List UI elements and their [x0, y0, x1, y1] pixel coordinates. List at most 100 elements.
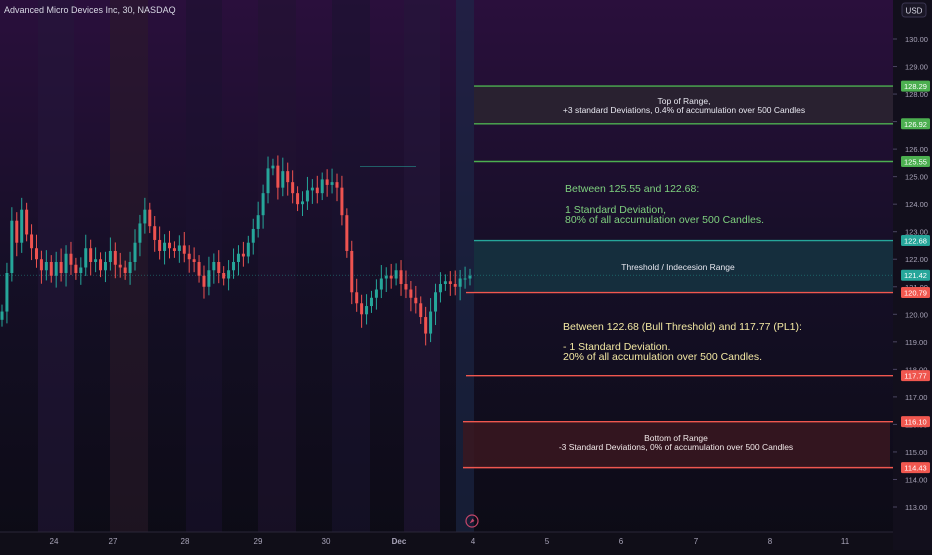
candle-body — [0, 311, 4, 320]
candle-body — [69, 253, 73, 265]
time-tick-label: 28 — [181, 537, 190, 546]
price-tag-label: 122.68 — [904, 237, 927, 246]
candle-body — [261, 193, 265, 216]
candle-body — [153, 226, 157, 240]
candle-body — [384, 275, 388, 279]
top-range-zone — [474, 86, 893, 124]
candle-body — [360, 303, 364, 315]
price-tick-label: 122.00 — [905, 255, 928, 264]
time-tick-label: 24 — [50, 537, 59, 546]
candle-body — [271, 165, 275, 169]
price-tick-label: 113.00 — [905, 503, 927, 512]
price-tags: 128.29 126.92 125.55 122.68 121.42 120.79 117.… — [901, 80, 930, 474]
candle-body — [30, 234, 34, 249]
candle-body — [128, 261, 132, 273]
candle-body — [84, 248, 88, 268]
candles — [0, 155, 472, 346]
candle-body — [276, 165, 280, 188]
candle-body — [158, 239, 162, 251]
candle-body — [394, 270, 398, 279]
top-zone-label-2: +3 standard Deviations, 0.4% of accumula… — [563, 105, 805, 115]
candle-body — [399, 270, 403, 285]
price-tick-label: 118.00 — [905, 365, 927, 374]
candle-body — [414, 297, 418, 304]
price-tick-label: 117.00 — [905, 393, 927, 402]
time-tick-label: 5 — [545, 537, 550, 546]
price-tag — [901, 416, 930, 428]
candle-body — [429, 311, 433, 334]
candle-body — [202, 275, 206, 287]
candle-body — [123, 267, 127, 273]
session-band — [258, 0, 296, 532]
time-tick-label: 29 — [254, 537, 263, 546]
time-axis-background — [0, 532, 893, 550]
candle-body — [108, 250, 112, 262]
price-tag — [901, 235, 930, 247]
candle-body — [113, 250, 117, 265]
price-tag — [901, 462, 930, 474]
candle-body — [20, 209, 24, 243]
price-tag — [901, 118, 930, 130]
candle-body — [212, 261, 216, 271]
candle-body — [138, 223, 142, 243]
candle-body — [340, 187, 344, 216]
candle-body — [355, 292, 359, 304]
tradingview-logo-icon[interactable] — [465, 514, 479, 528]
range-zones — [463, 86, 893, 468]
chart-title: Advanced Micro Devices Inc, 30, NASDAQ — [4, 5, 176, 15]
candle-body — [266, 168, 270, 194]
price-tick-label: 115.00 — [905, 448, 927, 457]
candle-body — [389, 275, 393, 279]
yellow-annotation-1: Between 122.68 (Bull Threshold) and 117.… — [563, 321, 802, 333]
time-axis[interactable]: 24 27 28 29 30 Dec 4 5 6 7 8 11 — [50, 537, 850, 546]
candle-body — [54, 261, 58, 276]
candle-body — [281, 171, 285, 188]
yellow-annotation-3: 20% of all accumulation over 500 Candles… — [563, 351, 762, 363]
candle-body — [256, 215, 260, 229]
candle-body — [424, 317, 428, 334]
candle-body — [404, 284, 408, 290]
candle-body — [296, 193, 300, 205]
candle-body — [143, 209, 147, 224]
session-band — [456, 0, 474, 532]
candle-body — [64, 253, 68, 273]
threshold-zone — [474, 240, 893, 293]
price-tag-label: 128.29 — [904, 82, 927, 91]
price-tick-label: 126.00 — [905, 145, 928, 154]
session-bands — [38, 0, 474, 532]
candle-body — [330, 182, 334, 185]
currency-label: USD — [906, 7, 923, 16]
candle-body — [419, 303, 423, 318]
candle-body — [315, 187, 319, 194]
candle-body — [232, 261, 236, 271]
candle-body — [374, 289, 378, 298]
candle-body — [39, 259, 43, 271]
candle-body — [369, 297, 373, 307]
candle-body — [443, 281, 447, 285]
candle-body — [167, 242, 171, 249]
currency-button[interactable]: USD — [901, 2, 927, 18]
candle-body — [187, 253, 191, 260]
candle-body — [325, 179, 329, 185]
candle-body — [182, 245, 186, 254]
candle-body — [103, 261, 107, 271]
bottom-range-zone — [463, 421, 890, 468]
price-tag-label: 116.10 — [904, 418, 926, 427]
candle-body — [25, 209, 29, 235]
candle-body — [163, 242, 167, 251]
price-tick-label: 120.00 — [905, 310, 928, 319]
candle-body — [438, 284, 442, 293]
candle-body — [291, 182, 295, 194]
candle-body — [468, 275, 472, 279]
candle-body — [286, 171, 290, 183]
price-tick-label: 130.00 — [905, 35, 928, 44]
price-tag-label: 117.77 — [904, 372, 926, 381]
green-annotation-2: 1 Standard Deviation, — [565, 204, 666, 216]
price-lines — [0, 85, 893, 469]
candle-body — [305, 190, 309, 202]
price-tag-label: 121.42 — [904, 271, 927, 280]
session-band — [404, 0, 440, 532]
candle-body — [365, 306, 369, 315]
